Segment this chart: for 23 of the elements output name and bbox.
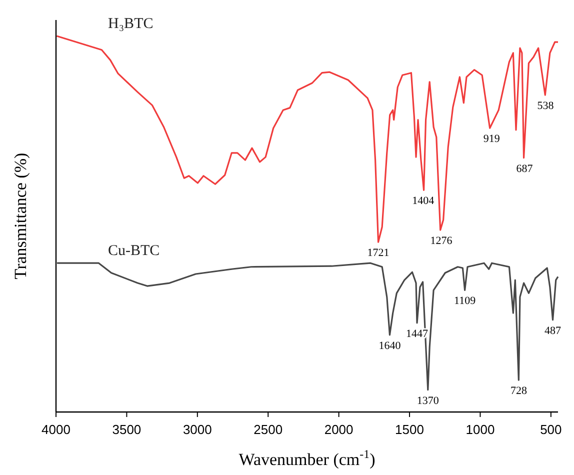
annotation: 487: [544, 324, 562, 337]
x-tick-label: 1000: [466, 422, 495, 437]
x-tick-label: 4000: [42, 422, 70, 437]
annotation: 1276: [430, 235, 453, 248]
x-axis-title: Wavenumber (cm$^{-1}$): [238, 447, 376, 469]
x-tick-label: 2000: [324, 422, 354, 437]
x-tick-label: 500: [540, 422, 562, 437]
annotation: 538: [537, 100, 554, 112]
annotation: 1640: [378, 340, 402, 352]
series-label: Cu-BTC: [108, 243, 160, 260]
annotation: 1404: [412, 195, 435, 208]
x-tick-label: 2500: [254, 422, 283, 437]
x-tick-label: 3000: [182, 422, 212, 437]
x-tick-label: 1500: [395, 422, 424, 437]
annotation: 1370: [416, 394, 440, 407]
series-label: H₃BTC: [108, 16, 154, 32]
x-tick-label: 3500: [112, 422, 142, 437]
annotation: 919: [483, 133, 500, 146]
annotation: 687: [516, 162, 534, 175]
y-axis-title: Transmittance (%): [11, 152, 30, 280]
annotation: 1109: [454, 295, 476, 308]
annotation: 728: [510, 385, 528, 398]
annotation: 1721: [367, 247, 390, 260]
